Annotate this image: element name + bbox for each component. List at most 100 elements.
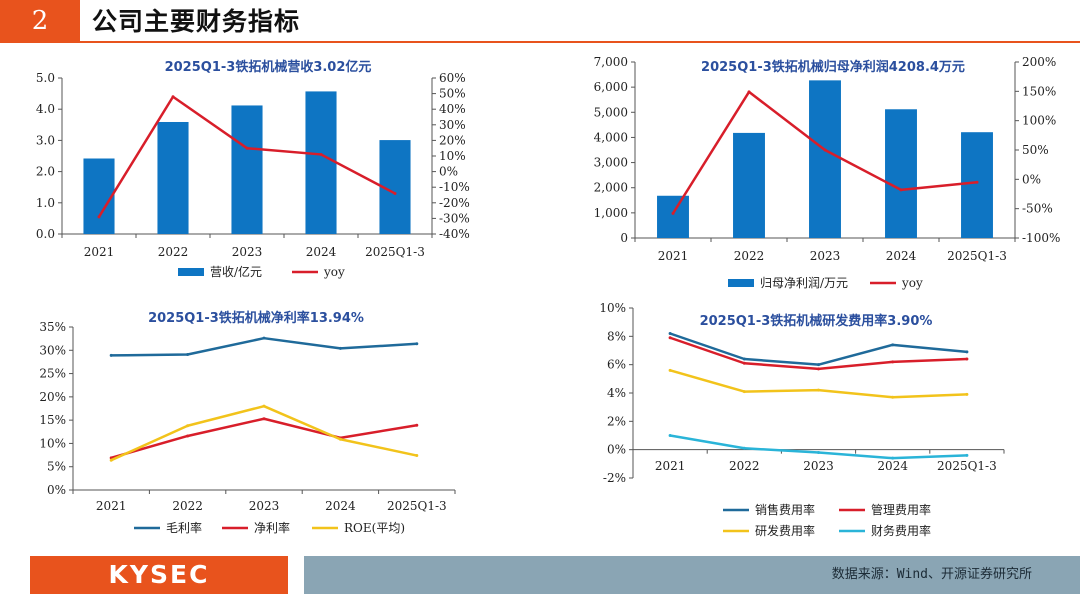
y-tick-label: 3,000 — [594, 156, 628, 170]
data-point — [415, 342, 419, 346]
data-point — [817, 363, 820, 367]
x-tick-label: 2022 — [734, 249, 765, 263]
y-tick-label-right: 100% — [1022, 114, 1056, 128]
y-tick-label: 5,000 — [594, 105, 628, 119]
x-tick-label: 2023 — [232, 245, 263, 259]
series-line — [669, 369, 967, 399]
kysec-logo: KYSEC — [30, 556, 288, 594]
bar — [885, 109, 917, 238]
legend-label: 毛利率 — [166, 520, 202, 535]
y-tick-label: 0% — [47, 483, 66, 497]
y-tick-label-right: 60% — [439, 71, 466, 85]
y-tick-label: 4% — [607, 386, 626, 400]
bar — [157, 121, 189, 234]
data-point — [891, 456, 895, 460]
x-tick-label: 2023 — [249, 499, 280, 513]
y-tick-label: 2,000 — [594, 181, 628, 195]
data-point — [186, 434, 190, 438]
net-profit-chart: 2025Q1-3铁拓机械归母净利润4208.4万元 0 1,000 2,000 3,0… — [594, 55, 1061, 290]
x-tick-label: 2024 — [306, 245, 337, 259]
y-tick-label: 0.0 — [36, 227, 55, 241]
x-tick-label: 2021 — [84, 245, 115, 259]
data-point — [245, 146, 249, 150]
data-point — [742, 361, 746, 365]
y-tick-label: 25% — [39, 367, 66, 381]
y-tick-label: 1.0 — [36, 196, 55, 210]
x-tick-label: 2025Q1-3 — [947, 249, 1007, 263]
y-tick-label-right: 30% — [439, 118, 466, 132]
data-point — [823, 148, 827, 152]
y-tick-label-right: 40% — [439, 102, 466, 116]
chart-title: 2025Q1-3铁拓机械净利率13.94% — [148, 310, 364, 326]
legend-swatch — [178, 268, 204, 276]
data-point — [899, 188, 903, 192]
data-point — [742, 446, 746, 450]
data-point — [668, 336, 672, 340]
data-point — [817, 388, 820, 392]
y-tick-label-right: 200% — [1022, 55, 1056, 69]
y-tick-label-right: 0% — [1022, 172, 1041, 186]
bar — [657, 195, 689, 238]
x-tick-label: 2025Q1-3 — [387, 499, 447, 513]
y-tick-label: 5% — [47, 460, 66, 474]
y-tick-label: 8% — [607, 329, 626, 343]
legend-label: ROE(平均) — [344, 521, 405, 535]
chart-title: 2025Q1-3铁拓机械归母净利润4208.4万元 — [701, 59, 965, 75]
x-tick-label: 2022 — [172, 499, 203, 513]
x-tick-label: 2022 — [158, 245, 189, 259]
data-point — [186, 352, 190, 356]
page-title: 公司主要财务指标 — [92, 7, 301, 36]
y-tick-label-right: 20% — [439, 133, 466, 147]
chart-title: 2025Q1-3铁拓机械研发费用率3.90% — [700, 313, 933, 329]
logo-text: KYSEC — [108, 560, 210, 589]
data-point — [668, 434, 672, 437]
x-tick-label: 2021 — [655, 459, 686, 473]
data-point — [262, 336, 266, 340]
data-point — [817, 451, 820, 454]
y-tick-label-right: 0% — [439, 165, 458, 179]
y-tick-label-right: -50% — [1022, 202, 1053, 216]
legend-label: 营收/亿元 — [210, 264, 262, 279]
legend-label: 归母净利润/万元 — [760, 276, 848, 290]
y-tick-label: 30% — [39, 343, 66, 357]
x-tick-label: 2022 — [729, 459, 760, 473]
data-point — [965, 453, 969, 457]
data-point — [109, 458, 113, 462]
footer-bar: 数据来源：Wind、开源证券研究所 — [304, 556, 1080, 594]
data-point — [338, 346, 342, 350]
data-source: 数据来源：Wind、开源证券研究所 — [831, 567, 1032, 582]
data-point — [891, 360, 895, 364]
y-tick-label: 4.0 — [36, 102, 55, 116]
bar — [809, 80, 841, 239]
series-line — [669, 434, 967, 460]
y-tick-label: 1,000 — [594, 206, 628, 220]
y-tick-label: 20% — [39, 390, 66, 404]
bar — [231, 105, 263, 235]
y-tick-label-right: -100% — [1022, 231, 1060, 245]
data-point — [97, 215, 101, 219]
revenue-chart: 2025Q1-3铁拓机械营收3.02亿元 0.0 1.0 2.0 3.0 4.0 5.0 -… — [36, 59, 470, 279]
data-point — [742, 357, 746, 361]
data-point — [965, 392, 969, 396]
y-tick-label-right: -30% — [439, 211, 470, 225]
y-tick-label-right: 50% — [1022, 143, 1049, 157]
x-tick-label: 2025Q1-3 — [937, 459, 997, 473]
header-divider — [80, 41, 1080, 43]
data-point — [319, 152, 323, 156]
data-point — [262, 404, 266, 408]
data-point — [975, 180, 979, 184]
legend-label: 研发费用率 — [755, 523, 815, 538]
section-number: 2 — [0, 0, 80, 43]
bar — [961, 132, 993, 238]
y-tick-label-right: 150% — [1022, 84, 1056, 98]
x-tick-label: 2021 — [96, 499, 127, 513]
data-point — [415, 454, 419, 458]
x-tick-label: 2023 — [810, 249, 841, 263]
expense-ratio-chart: 2025Q1-3铁拓机械研发费用率3.90% -2% 0% 2% 4% 6% 8% 10% 2… — [599, 301, 1005, 538]
legend-label: yoy — [323, 265, 345, 279]
y-tick-label-right: -20% — [439, 196, 470, 210]
y-tick-label: 4,000 — [594, 130, 628, 144]
y-tick-label: 7,000 — [594, 55, 628, 69]
y-tick-label: 35% — [39, 320, 66, 334]
data-point — [415, 423, 419, 427]
